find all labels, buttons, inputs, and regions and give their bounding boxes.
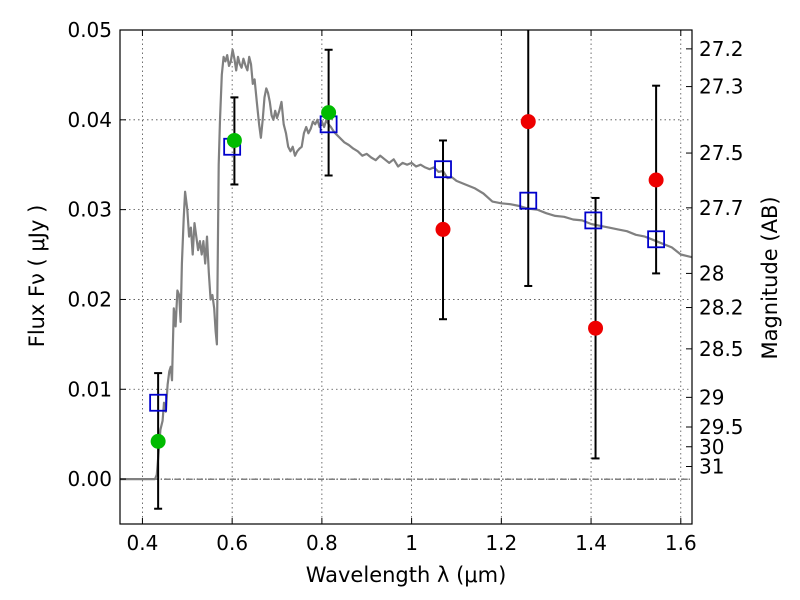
magnitude-tick-label: 29.5 <box>699 415 744 439</box>
y-axis-ticks: 0.00 0.01 0.02 0.03 0.04 0.05 <box>67 18 126 491</box>
y-tick-label: 0.04 <box>67 108 112 132</box>
plot-area <box>120 30 692 524</box>
magnitude-tick-label: 28.2 <box>699 296 744 320</box>
x-tick-label: 1.2 <box>485 531 517 555</box>
x-tick-label: 0.6 <box>216 531 248 555</box>
x-axis-label: Wavelength λ (μm) <box>306 563 507 587</box>
magnitude-tick-label: 29 <box>699 385 724 409</box>
model-photometry-square <box>519 191 538 210</box>
axes-box <box>119 29 693 525</box>
magnitude-tick-label: 27.2 <box>699 37 744 61</box>
sed-model-curve <box>120 48 692 481</box>
sed-model-line <box>120 48 692 481</box>
x-tick-label: 0.8 <box>306 531 338 555</box>
magnitude-tick-label: 27.3 <box>699 75 744 99</box>
magnitude-tick-label: 28 <box>699 261 724 285</box>
plot-background <box>120 30 692 524</box>
magnitude-tick-label: 31 <box>699 455 724 479</box>
upper-flux-point <box>520 114 536 130</box>
x-tick-label: 1.6 <box>665 531 697 555</box>
error-bar <box>524 30 533 287</box>
x-tick-label: 1 <box>405 531 418 555</box>
upper-flux-point <box>648 172 664 188</box>
y-tick-label: 0.00 <box>67 467 112 491</box>
detection-point <box>321 105 337 121</box>
x-axis-ticks: 0.4 0.6 0.8 1 1.2 1.4 1.6 <box>127 30 697 555</box>
axes-frame <box>119 29 693 525</box>
y-tick-label: 0.05 <box>67 18 112 42</box>
magnitude-tick-label: 30 <box>699 435 724 459</box>
magnitude-tick-label: 28.5 <box>699 337 744 361</box>
upper-flux-point <box>588 320 604 336</box>
model-photometry-square <box>647 230 666 249</box>
model-photometry-square <box>149 393 168 412</box>
x-tick-label: 1.4 <box>575 531 607 555</box>
detection-point <box>226 132 242 148</box>
detection-point <box>150 433 166 449</box>
y-axis-label: Flux Fν ( μJy ) <box>25 205 49 348</box>
data-markers <box>149 105 666 449</box>
upper-flux-point <box>435 221 451 237</box>
magnitude-tick-label: 27.5 <box>699 141 744 165</box>
y-tick-label: 0.02 <box>67 287 112 311</box>
magnitude-axis-label: Magnitude (AB) <box>758 196 782 359</box>
model-photometry-square <box>584 211 603 230</box>
magnitude-tick-label: 27.7 <box>699 196 744 220</box>
model-photometry-square <box>434 160 452 179</box>
y-tick-label: 0.03 <box>67 198 112 222</box>
y-tick-label: 0.01 <box>67 377 112 401</box>
x-tick-label: 0.4 <box>127 531 159 555</box>
